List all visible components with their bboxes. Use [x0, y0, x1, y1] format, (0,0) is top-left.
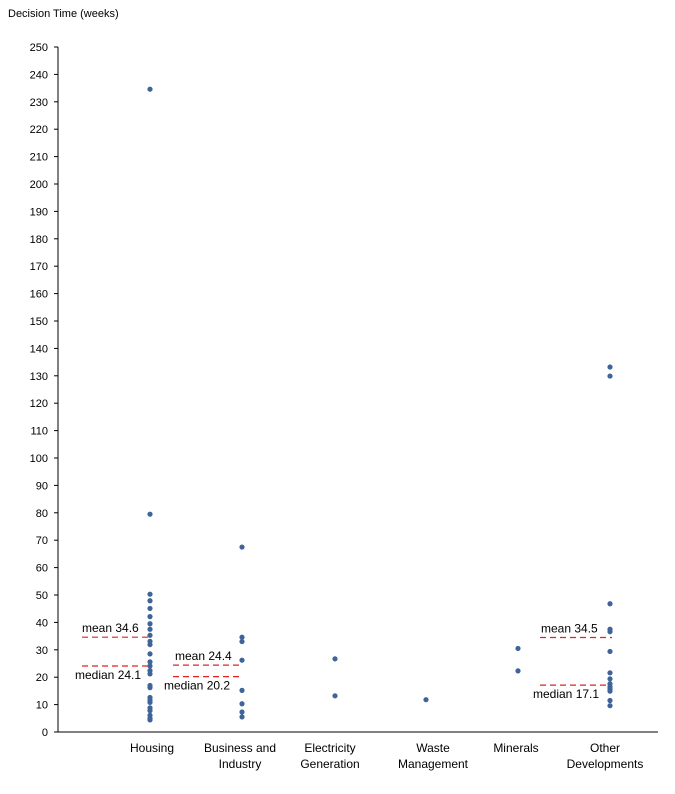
data-point	[607, 373, 613, 379]
data-point	[147, 626, 153, 632]
stat-lines: mean 34.6 median 24.1 mean 24.4 median 20.2…	[75, 621, 612, 701]
y-tick-label: 80	[36, 508, 48, 520]
data-point	[239, 701, 245, 707]
data-point	[147, 632, 153, 638]
data-point	[147, 685, 153, 691]
stat-label: mean 24.4	[175, 649, 232, 663]
stat-label: mean 34.6	[82, 621, 139, 635]
data-point	[147, 651, 153, 657]
y-tick-label: 200	[30, 179, 48, 191]
data-point	[515, 668, 521, 674]
data-point	[147, 699, 153, 706]
data-point	[239, 657, 245, 663]
category-label-line: Electricity	[304, 741, 355, 755]
data-point	[147, 717, 153, 723]
y-tick-label: 170	[30, 261, 48, 273]
y-tick-label: 140	[30, 343, 48, 355]
data-point	[239, 638, 245, 645]
category-label-line: Business and	[204, 741, 276, 755]
y-tick-label: 130	[30, 371, 48, 383]
y-tick-label: 110	[30, 426, 48, 438]
data-point	[332, 693, 338, 699]
stat-label: mean 34.5	[541, 621, 598, 635]
data-point	[147, 621, 153, 627]
data-point	[332, 656, 338, 662]
y-tick-label: 20	[36, 672, 48, 684]
y-tick-label: 220	[30, 124, 48, 136]
data-points	[147, 86, 613, 723]
y-tick-labels: 0 10 20 30 40 50 60 70 80 90 100 110 120 130 140 150 160…	[30, 42, 48, 739]
data-point	[147, 598, 153, 604]
y-tick-label: 240	[30, 69, 48, 81]
data-point	[147, 86, 153, 92]
data-point	[147, 605, 153, 612]
category-label-line: Industry	[219, 757, 262, 771]
category-label-line: Waste	[416, 741, 450, 755]
y-tick-label: 120	[30, 398, 48, 410]
axes	[54, 46, 658, 733]
data-point	[239, 714, 245, 720]
data-point	[147, 708, 153, 714]
data-point	[147, 591, 153, 597]
data-point	[147, 659, 153, 665]
category-label: Waste Management	[398, 741, 469, 771]
stat-label: median 20.2	[164, 679, 230, 693]
y-tick-label: 250	[30, 42, 48, 54]
category-label-line: Management	[398, 757, 469, 771]
data-point	[607, 601, 613, 607]
category-label-line: Developments	[567, 757, 644, 771]
category-label-line: Minerals	[493, 741, 538, 755]
data-point	[147, 671, 153, 677]
data-point	[147, 614, 153, 620]
data-point	[607, 648, 613, 655]
y-tick-label: 70	[36, 535, 48, 547]
y-tick-label: 50	[36, 590, 48, 602]
data-point	[239, 687, 245, 693]
stat-label: median 24.1	[75, 668, 141, 682]
data-point	[147, 663, 153, 669]
y-tick-label: 230	[30, 97, 48, 109]
y-tick-label: 90	[36, 480, 48, 492]
y-tick-label: 150	[30, 316, 48, 328]
data-point	[607, 697, 613, 704]
y-tick-label: 60	[36, 563, 48, 575]
category-label-line: Generation	[300, 757, 359, 771]
data-point	[607, 629, 613, 635]
category-label: Business and Industry	[204, 741, 276, 771]
y-tick-label: 210	[30, 152, 48, 164]
data-point	[239, 634, 245, 640]
data-point	[607, 676, 613, 682]
data-point	[147, 511, 153, 517]
y-tick-label: 30	[36, 645, 48, 657]
y-axis-label: Decision Time (weeks)	[8, 8, 119, 20]
data-point	[607, 670, 613, 676]
y-tick-label: 160	[30, 289, 48, 301]
y-tick-label: 180	[30, 234, 48, 246]
category-label-line: Housing	[130, 741, 174, 755]
data-point	[239, 709, 245, 715]
data-point	[239, 544, 245, 550]
data-point	[515, 645, 521, 652]
category-label: Other Developments	[567, 741, 644, 771]
category-label: Minerals	[493, 741, 538, 755]
data-point	[423, 697, 429, 703]
category-label-line: Other	[590, 741, 620, 755]
data-point	[607, 364, 613, 370]
data-point	[607, 703, 613, 709]
data-point	[607, 688, 613, 694]
data-point	[147, 641, 153, 648]
stat-label: median 17.1	[533, 687, 599, 701]
y-tick-label: 40	[36, 617, 48, 629]
y-tick-label: 0	[42, 727, 48, 739]
category-label: Housing	[130, 741, 174, 755]
category-label: Electricity Generation	[300, 741, 359, 771]
y-tick-label: 190	[30, 206, 48, 218]
y-tick-label: 100	[30, 453, 48, 465]
category-labels: Housing Business and Industry Electricity Ge…	[130, 741, 643, 771]
y-tick-label: 10	[36, 700, 48, 712]
